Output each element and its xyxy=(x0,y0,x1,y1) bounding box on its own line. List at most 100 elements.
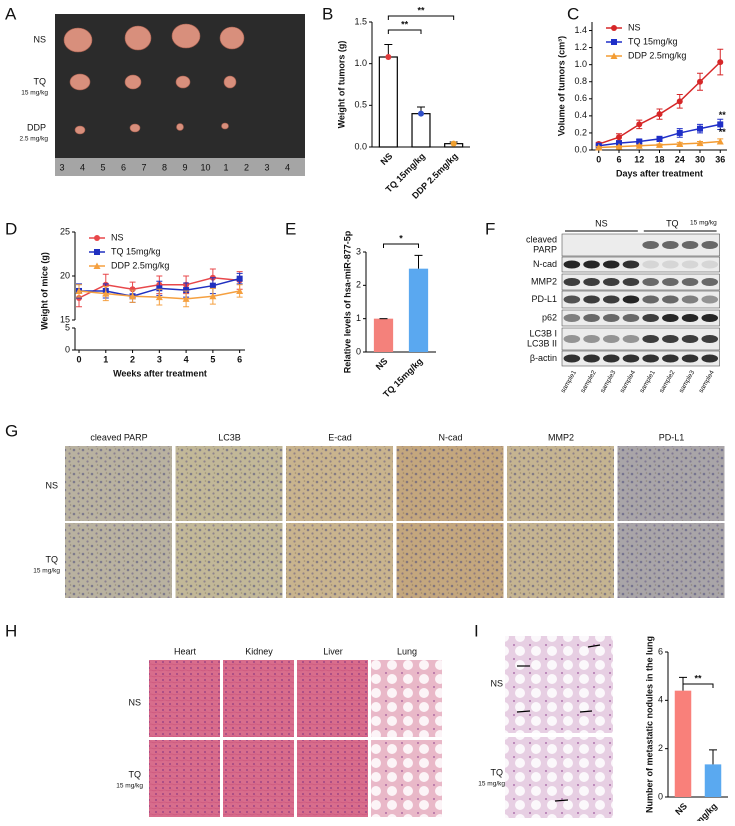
blot-band xyxy=(681,241,699,249)
blot-band xyxy=(602,335,620,343)
legend-label: NS xyxy=(111,232,124,242)
ihc-texture xyxy=(175,446,283,521)
legend-marker xyxy=(94,249,100,255)
y-tick-label: 0 xyxy=(65,344,70,354)
x-tick-label: 6 xyxy=(616,154,621,164)
y-tick-label: 5 xyxy=(65,322,70,332)
marker xyxy=(209,292,217,300)
panel-label: E xyxy=(285,219,296,238)
ihc-texture xyxy=(175,523,283,598)
x-axis-label: Weeks after treatment xyxy=(113,368,207,378)
column-header: Kidney xyxy=(245,646,273,656)
y-tick-label: 0 xyxy=(658,791,663,801)
group-label: TQ xyxy=(666,218,679,228)
x-tick-label: 2 xyxy=(130,354,135,364)
legend-marker xyxy=(94,235,100,241)
he-texture xyxy=(223,660,294,737)
he-texture xyxy=(371,660,442,737)
ruler-number: 4 xyxy=(285,162,290,172)
blot-band xyxy=(642,295,659,304)
he-texture xyxy=(149,660,220,737)
panel-label: F xyxy=(485,219,495,238)
x-tick-label: 18 xyxy=(654,154,664,164)
ihc-texture xyxy=(617,523,725,598)
blot-band xyxy=(622,354,640,363)
blot-band xyxy=(583,278,600,286)
row-label: TQ xyxy=(34,76,47,86)
blot-band xyxy=(681,260,699,269)
blot-strip xyxy=(561,273,720,291)
y-tick-label: 1.0 xyxy=(574,59,587,69)
column-header: LC3B xyxy=(218,432,241,442)
legend-label: NS xyxy=(628,22,641,32)
row-label: NS xyxy=(128,697,141,707)
blot-band xyxy=(602,295,620,304)
blot-band xyxy=(563,314,581,322)
row-label: NS xyxy=(490,678,503,688)
marker xyxy=(636,138,643,145)
column-header: E-cad xyxy=(328,432,352,442)
blot-band xyxy=(701,314,719,322)
blot-band xyxy=(662,335,679,343)
blot-band xyxy=(622,260,640,269)
panel-label: C xyxy=(567,4,579,23)
ruler-number: 5 xyxy=(100,162,105,172)
marker xyxy=(615,143,623,150)
x-tick-label: 5 xyxy=(210,354,215,364)
row-label: TQ xyxy=(46,554,59,564)
ruler-number: 3 xyxy=(264,162,269,172)
significance-bracket xyxy=(682,683,714,688)
x-tick-label: 4 xyxy=(184,354,189,364)
ruler xyxy=(55,158,305,176)
significance-label: ** xyxy=(694,673,702,683)
blot-band xyxy=(662,260,679,269)
blot-band xyxy=(642,354,659,363)
he-texture xyxy=(223,740,294,817)
y-axis-label: Weight of tumors (g) xyxy=(336,41,346,129)
x-tick-label: 0 xyxy=(596,154,601,164)
marker xyxy=(102,290,110,297)
marker xyxy=(182,295,190,302)
legend-marker xyxy=(610,52,618,59)
marker xyxy=(717,121,724,128)
blot-band xyxy=(583,354,600,363)
band-label: PARP xyxy=(533,244,557,254)
blot-band xyxy=(681,278,699,286)
blot-strip xyxy=(561,256,720,273)
ihc-texture xyxy=(396,446,504,521)
marker xyxy=(209,282,216,289)
ruler-number: 1 xyxy=(223,162,228,172)
band-label: cleaved xyxy=(526,234,557,244)
y-tick-label: 0.4 xyxy=(574,110,587,120)
nodule-arrows xyxy=(516,644,601,802)
legend-label: DDP 2.5mg/kg xyxy=(111,260,169,270)
marker xyxy=(236,275,243,282)
y-tick-label: 0.2 xyxy=(574,127,587,137)
blot-band xyxy=(642,241,659,249)
blot-band xyxy=(642,314,659,322)
marker xyxy=(183,287,190,294)
ruler-number: 2 xyxy=(244,162,249,172)
he-texture xyxy=(297,740,368,817)
row-label: TQ xyxy=(129,769,142,779)
column-header: Heart xyxy=(174,646,197,656)
blot-band xyxy=(602,354,620,363)
marker xyxy=(696,139,704,147)
legend-marker xyxy=(611,25,617,31)
blot-strip xyxy=(561,350,720,367)
x-tick-label: 3 xyxy=(157,354,162,364)
y-tick-label: 2 xyxy=(356,280,361,290)
row-label: DDP xyxy=(27,122,46,132)
row-label: NS xyxy=(33,34,46,44)
x-tick-label: 1 xyxy=(103,354,108,364)
y-tick-label: 0.0 xyxy=(354,141,367,151)
bar xyxy=(704,764,722,797)
ihc-texture xyxy=(65,523,172,598)
y-tick-label: 0.8 xyxy=(574,76,587,86)
band-label: p62 xyxy=(542,312,557,322)
y-axis-label: Relative levels of hsa-miR-877-5p xyxy=(342,230,352,373)
x-tick-label: NS xyxy=(374,356,390,372)
band-label: LC3B I xyxy=(529,328,557,338)
